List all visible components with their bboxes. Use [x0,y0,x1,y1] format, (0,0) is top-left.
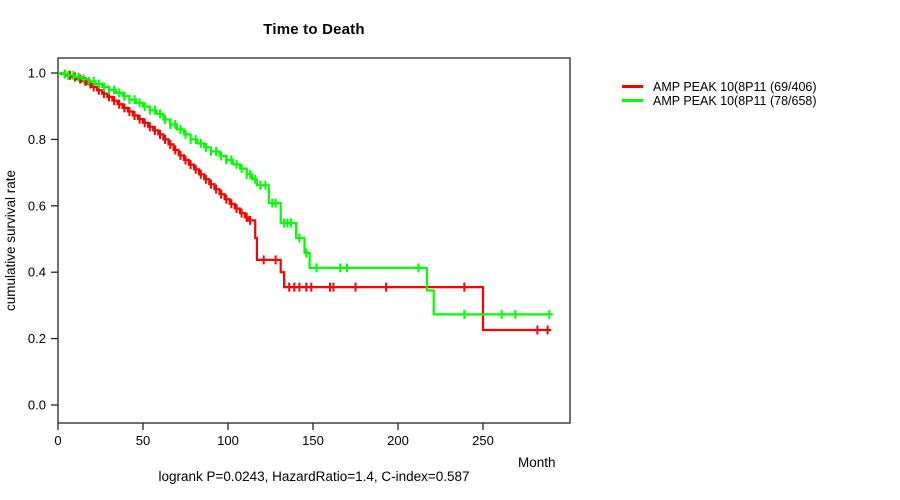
legend-row-green: AMP PEAK 10(8P11 (78/658) [622,93,817,108]
plot-box [57,57,571,424]
y-tick-label: 0.4 [28,265,46,280]
x-tick-label: 150 [302,433,324,448]
legend-row-red: AMP PEAK 10(8P11 (69/406) [622,79,817,94]
survival-curve-red [58,71,551,332]
y-tick-label: 0.6 [28,198,46,213]
chart-title: Time to Death [263,21,365,38]
x-tick-label: 0 [54,433,61,448]
y-tick-label: 0.2 [28,331,46,346]
x-tick-label: 50 [136,433,150,448]
x-axis-label: Month [518,455,556,470]
x-tick-label: 100 [217,433,239,448]
y-tick-label: 1.0 [28,66,46,81]
legend-line-green [622,99,643,102]
x-tick-label: 200 [387,433,409,448]
legend: AMP PEAK 10(8P11 (69/406) AMP PEAK 10(8P… [622,80,817,108]
survival-curve-green [58,71,553,316]
legend-label-green: AMP PEAK 10(8P11 (78/658) [653,93,817,108]
legend-line-red [622,85,643,88]
stats-annotation: logrank P=0.0243, HazardRatio=1.4, C-ind… [158,469,470,484]
y-tick-label: 0.8 [28,132,46,147]
legend-label-red: AMP PEAK 10(8P11 (69/406) [653,79,817,94]
y-tick-label: 0.0 [28,398,46,413]
x-tick-label: 250 [472,433,494,448]
